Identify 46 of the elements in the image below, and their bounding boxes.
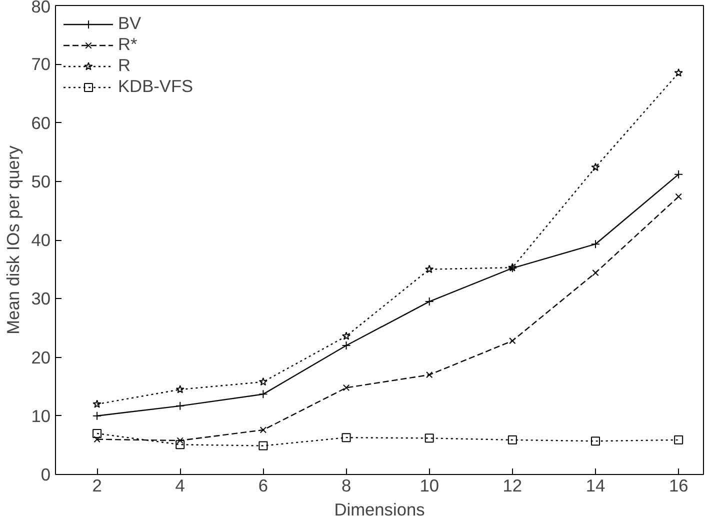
y-tick-label: 50	[31, 171, 51, 192]
point	[425, 264, 434, 274]
x-tick-label: 4	[175, 476, 186, 496]
x-axis-title: Dimensions	[334, 500, 426, 520]
x-tick-label: 8	[341, 476, 352, 496]
y-tick-label: 30	[31, 288, 51, 309]
y-tick-label: 60	[31, 112, 51, 133]
y-axis-title: Mean disk IOs per query	[3, 145, 24, 334]
legend-label: R*	[118, 34, 138, 55]
point	[591, 436, 600, 446]
point	[342, 433, 351, 442]
legend-label: R	[118, 55, 132, 76]
point	[176, 440, 185, 450]
point	[92, 428, 102, 438]
y-tick-label: 0	[40, 464, 51, 484]
point	[258, 377, 268, 386]
y-tick-label: 40	[31, 230, 51, 250]
point	[94, 436, 100, 443]
legend-label: KDB-VFS	[118, 76, 194, 97]
point	[674, 435, 684, 444]
point	[258, 441, 268, 450]
point	[675, 193, 682, 200]
point	[176, 384, 184, 394]
point	[342, 384, 350, 392]
point	[509, 338, 516, 344]
point	[176, 437, 184, 444]
y-tick-label: 10	[31, 406, 51, 426]
x-tick-label: 10	[420, 476, 439, 496]
x-tick-label: 16	[668, 476, 688, 496]
point	[260, 426, 267, 434]
point	[591, 162, 600, 172]
point	[592, 270, 599, 276]
point	[342, 332, 351, 340]
point	[426, 372, 433, 378]
x-tick-label: 14	[586, 476, 606, 496]
y-tick-label: 80	[31, 0, 51, 16]
y-tick-label: 20	[31, 347, 51, 368]
y-tick-label: 70	[31, 54, 51, 74]
x-tick-label: 12	[502, 476, 522, 496]
point	[508, 435, 517, 444]
point	[92, 400, 102, 408]
point	[674, 68, 683, 77]
x-tick-label: 6	[258, 476, 268, 496]
x-tick-label: 2	[92, 476, 102, 496]
legend-label: BV	[118, 13, 142, 34]
point	[424, 434, 434, 443]
